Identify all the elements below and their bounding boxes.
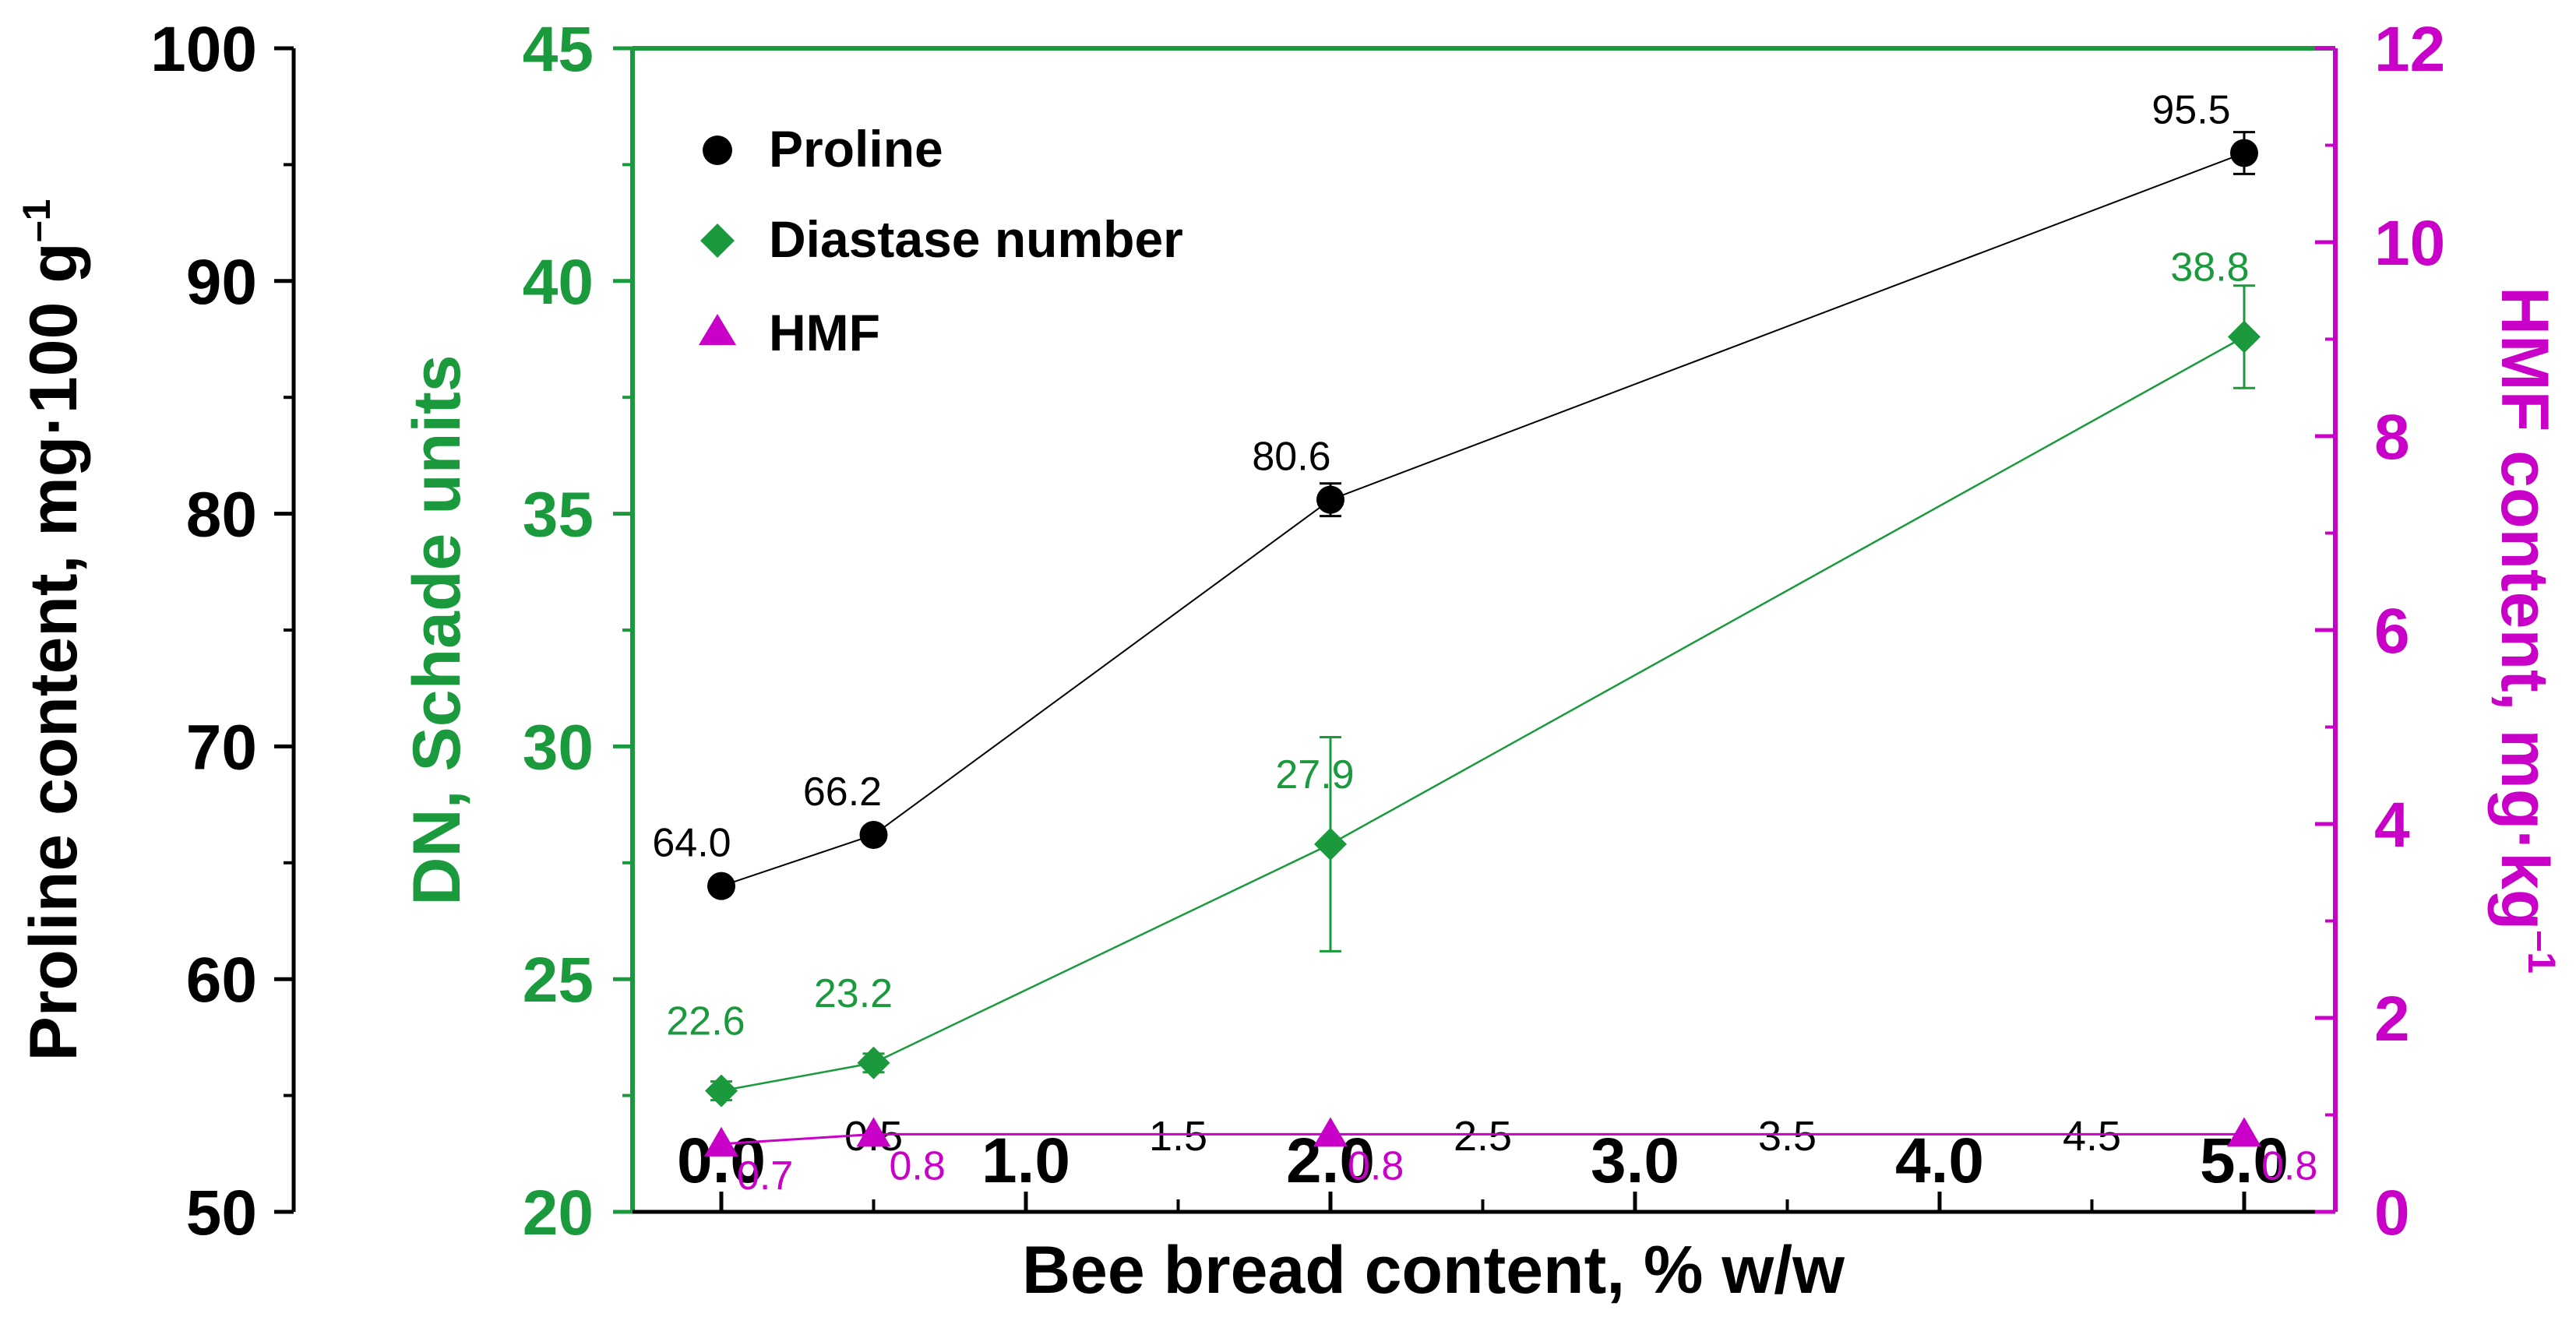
legend-hmf-marker <box>699 314 736 345</box>
legend-proline-label: Proline <box>769 120 943 178</box>
middle-axis-tick-label: 25 <box>523 945 594 1016</box>
right-axis-tick-label: 0 <box>2374 1178 2410 1248</box>
right-axis-tick-label: 2 <box>2374 984 2410 1055</box>
data-label: 64.0 <box>652 821 731 866</box>
middle-axis-tick-label: 20 <box>523 1178 594 1248</box>
x-axis-tick-label: 3.0 <box>1591 1125 1679 1196</box>
x-axis-tick-label: 4.0 <box>1895 1125 1984 1196</box>
x-axis-minor-tick-label: 3.5 <box>1758 1113 1817 1160</box>
series-line-right <box>721 1132 2244 1146</box>
left-axis-tick-label: 70 <box>186 712 257 783</box>
left-axis-label-main: Proline content, mg·100 g <box>16 242 91 1061</box>
data-point <box>856 1117 891 1147</box>
data-point <box>1316 485 1344 514</box>
data-point <box>2230 139 2258 167</box>
series-line-middle <box>721 336 2245 1092</box>
right-axis-label-main: HMF content, mg·kg <box>2487 287 2562 931</box>
legend: Proline Diastase number HMF <box>699 120 1183 361</box>
left-axis-tick-label: 60 <box>186 945 257 1016</box>
x-axis-minor-tick-label: 4.5 <box>2063 1113 2121 1160</box>
middle-axis-label: DN, Schade units <box>400 354 474 905</box>
legend-proline-marker <box>703 136 732 165</box>
left-axis-tick-label: 50 <box>186 1178 257 1248</box>
right-axis-tick-label: 6 <box>2374 596 2410 667</box>
legend-diastase-marker <box>700 224 735 258</box>
data-label: 0.7 <box>737 1153 793 1199</box>
right-axis-tick-label: 10 <box>2374 208 2445 279</box>
data-label: 0.8 <box>2261 1143 2317 1188</box>
left-axis-label: Proline content, mg·100 g–1 <box>15 199 91 1062</box>
left-axis-label-sup: –1 <box>15 199 58 243</box>
left-axis-tick-label: 80 <box>186 480 257 551</box>
data-label: 27.9 <box>1275 752 1354 798</box>
data-point <box>859 820 888 849</box>
x-axis-minor-tick-label: 2.5 <box>1454 1113 1512 1160</box>
data-point <box>2227 1117 2261 1147</box>
right-axis-label-sup: –1 <box>2520 930 2564 974</box>
data-label: 38.8 <box>2170 245 2249 291</box>
data-point <box>707 872 735 900</box>
right-axis-label: HMF content, mg·kg–1 <box>2487 287 2564 974</box>
data-point <box>705 1074 738 1107</box>
x-axis-tick-label: 1.0 <box>981 1125 1070 1196</box>
series-line-left <box>721 152 2245 887</box>
legend-diastase-label: Diastase number <box>769 210 1183 268</box>
data-label: 0.8 <box>890 1143 946 1188</box>
right-axis-tick-label: 4 <box>2374 790 2410 861</box>
data-point <box>2228 320 2261 354</box>
right-axis-tick-label: 8 <box>2374 402 2410 473</box>
middle-axis-tick-label: 40 <box>523 247 594 318</box>
right-axis-tick-label: 12 <box>2374 14 2445 85</box>
data-point <box>1314 827 1347 861</box>
middle-axis-tick-label: 30 <box>523 712 594 783</box>
left-axis-tick-label: 100 <box>150 14 257 85</box>
data-point <box>1313 1117 1348 1147</box>
middle-axis-tick-label: 35 <box>523 480 594 551</box>
data-point <box>704 1126 738 1157</box>
data-label: 23.2 <box>814 971 893 1016</box>
data-label: 80.6 <box>1252 435 1330 480</box>
data-label: 22.6 <box>666 999 745 1044</box>
data-point <box>857 1046 890 1079</box>
left-axis-tick-label: 90 <box>186 247 257 318</box>
x-axis-label: Bee bread content, % w/w <box>1022 1233 1845 1308</box>
data-label: 66.2 <box>803 769 882 815</box>
middle-axis-tick-label: 45 <box>523 14 594 85</box>
legend-hmf-label: HMF <box>769 304 880 361</box>
x-axis-minor-tick-label: 1.5 <box>1149 1113 1207 1160</box>
data-label: 95.5 <box>2151 87 2230 132</box>
data-label: 0.8 <box>1348 1143 1404 1188</box>
